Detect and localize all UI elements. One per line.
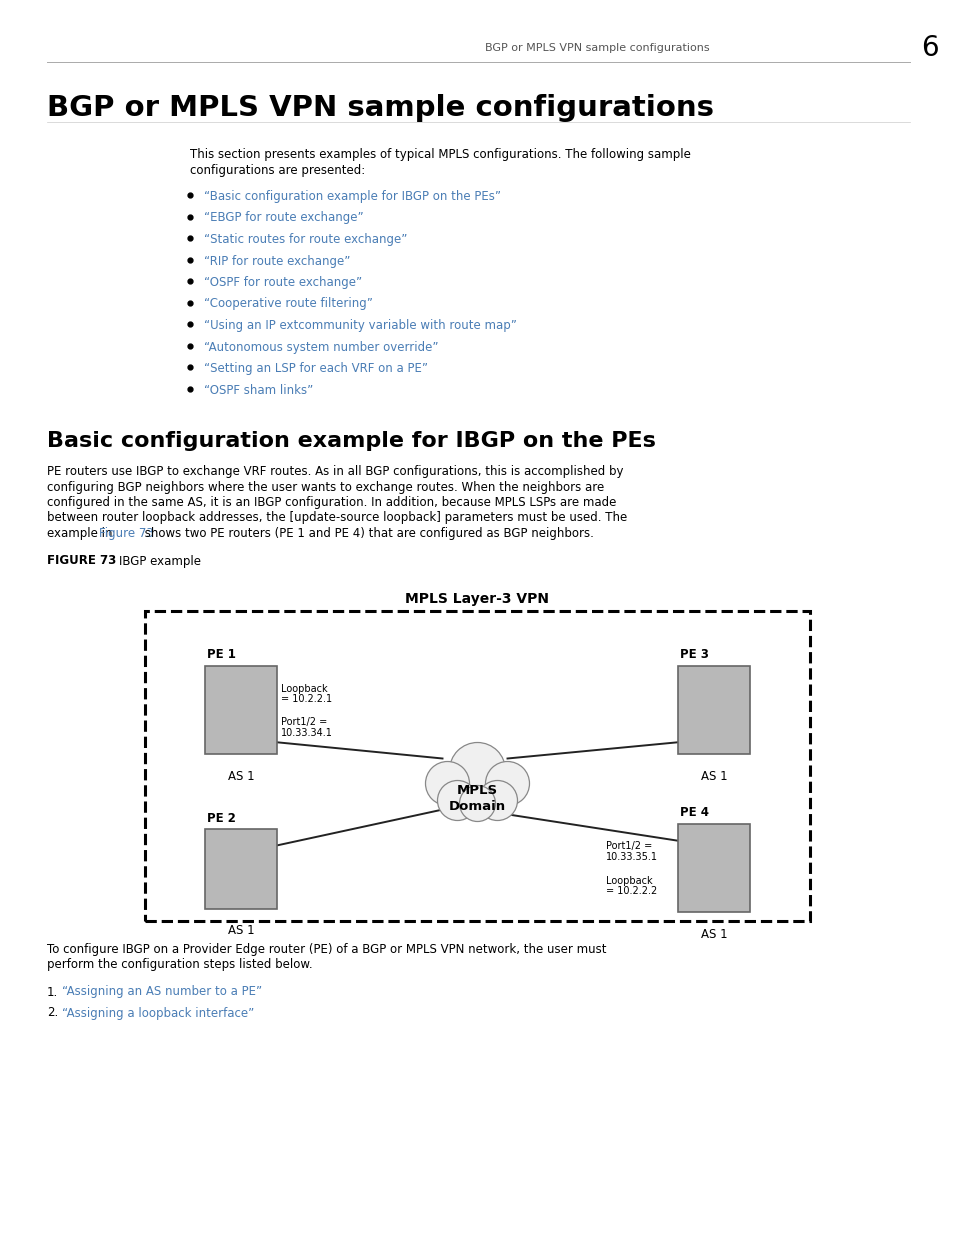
Text: perform the configuration steps listed below.: perform the configuration steps listed b… [47,958,313,971]
Text: 1.: 1. [47,986,58,999]
Bar [678,824,749,911]
Text: “RIP for route exchange”: “RIP for route exchange” [204,254,350,268]
Text: “Using an IP extcommunity variable with route map”: “Using an IP extcommunity variable with … [204,319,517,332]
Circle shape [485,762,529,805]
Text: Loopback: Loopback [281,683,327,694]
Text: “Assigning an AS number to a PE”: “Assigning an AS number to a PE” [62,986,262,999]
Bar [205,666,276,753]
Bar [145,610,809,920]
Text: AS 1: AS 1 [700,769,726,783]
Text: MPLS Layer-3 VPN: MPLS Layer-3 VPN [405,593,549,606]
Text: “OSPF sham links”: “OSPF sham links” [204,384,313,396]
Text: “Static routes for route exchange”: “Static routes for route exchange” [204,233,407,246]
Text: between router loopback addresses, the [update-source loopback] parameters must : between router loopback addresses, the [… [47,511,626,525]
Text: BGP or MPLS VPN sample configurations: BGP or MPLS VPN sample configurations [485,43,709,53]
Text: AS 1: AS 1 [228,925,254,937]
Text: “OSPF for route exchange”: “OSPF for route exchange” [204,275,362,289]
Circle shape [459,785,495,821]
Text: Figure 73: Figure 73 [99,527,153,540]
Text: configuring BGP neighbors where the user wants to exchange routes. When the neig: configuring BGP neighbors where the user… [47,480,603,494]
Text: Loopback: Loopback [605,876,652,885]
Text: “Assigning a loopback interface”: “Assigning a loopback interface” [62,1007,254,1020]
Text: Port1/2 =: Port1/2 = [281,716,327,726]
Text: “Cooperative route filtering”: “Cooperative route filtering” [204,298,373,310]
Text: Port1/2 =: Port1/2 = [605,841,652,851]
Text: 6: 6 [921,35,938,62]
Text: MPLS
Domain: MPLS Domain [449,784,505,813]
Text: example in: example in [47,527,116,540]
Text: This section presents examples of typical MPLS configurations. The following sam: This section presents examples of typica… [190,148,690,161]
Text: 10.33.34.1: 10.33.34.1 [281,727,333,737]
Text: 10.33.35.1: 10.33.35.1 [605,852,658,862]
Circle shape [477,781,517,820]
Text: FIGURE 73: FIGURE 73 [47,555,116,568]
Text: Basic configuration example for IBGP on the PEs: Basic configuration example for IBGP on … [47,431,656,451]
Text: AS 1: AS 1 [700,927,726,941]
Text: “Basic configuration example for IBGP on the PEs”: “Basic configuration example for IBGP on… [204,190,500,203]
Circle shape [425,762,469,805]
Text: AS 1: AS 1 [228,769,254,783]
Text: PE 4: PE 4 [679,806,708,820]
Bar [205,829,276,909]
Text: = 10.2.2.2: = 10.2.2.2 [605,887,657,897]
Text: 2.: 2. [47,1007,58,1020]
Text: shows two PE routers (PE 1 and PE 4) that are configured as BGP neighbors.: shows two PE routers (PE 1 and PE 4) tha… [141,527,594,540]
Text: PE 3: PE 3 [679,648,708,662]
Bar [678,666,749,753]
Text: PE 2: PE 2 [207,811,235,825]
Circle shape [437,781,477,820]
Text: PE 1: PE 1 [207,648,235,662]
Text: PE routers use IBGP to exchange VRF routes. As in all BGP configurations, this i: PE routers use IBGP to exchange VRF rout… [47,466,623,478]
Circle shape [449,742,505,799]
Text: = 10.2.2.1: = 10.2.2.1 [281,694,332,704]
Text: configured in the same AS, it is an IBGP configuration. In addition, because MPL: configured in the same AS, it is an IBGP… [47,496,616,509]
Text: “Autonomous system number override”: “Autonomous system number override” [204,341,438,353]
Text: To configure IBGP on a Provider Edge router (PE) of a BGP or MPLS VPN network, t: To configure IBGP on a Provider Edge rou… [47,942,606,956]
Text: BGP or MPLS VPN sample configurations: BGP or MPLS VPN sample configurations [47,94,713,122]
Text: “EBGP for route exchange”: “EBGP for route exchange” [204,211,363,225]
Text: configurations are presented:: configurations are presented: [190,164,365,177]
Text: IBGP example: IBGP example [104,555,201,568]
Text: “Setting an LSP for each VRF on a PE”: “Setting an LSP for each VRF on a PE” [204,362,428,375]
